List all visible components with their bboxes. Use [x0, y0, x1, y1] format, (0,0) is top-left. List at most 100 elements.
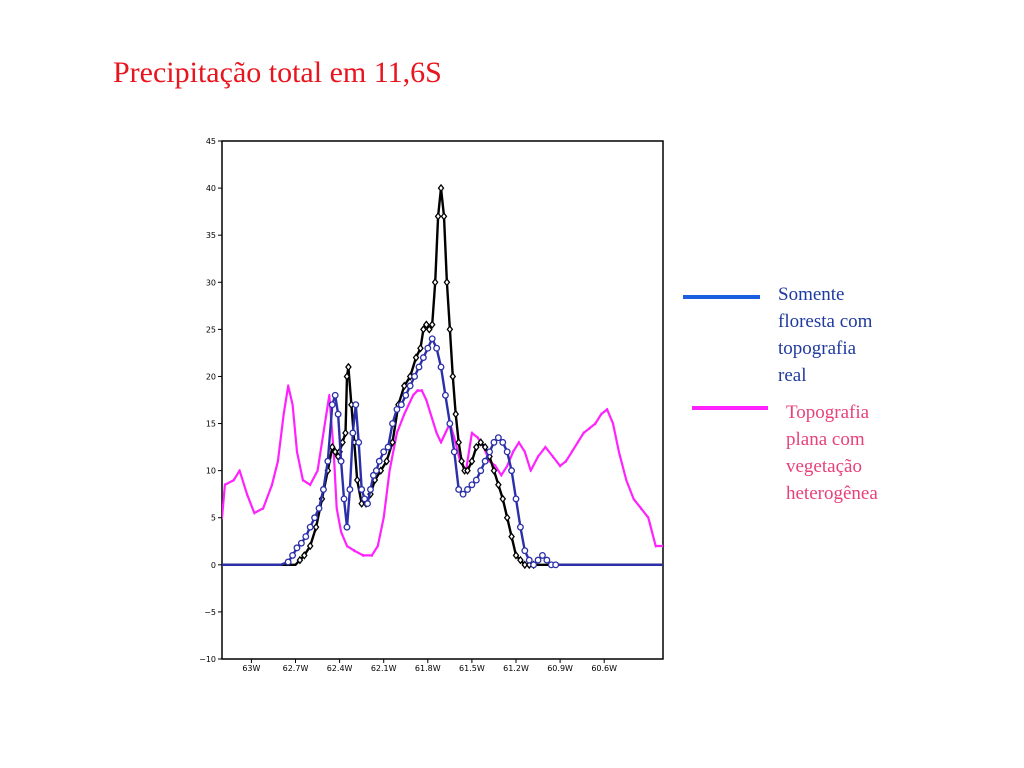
data-point [389, 438, 396, 447]
series-line-2 [222, 337, 663, 566]
data-point [372, 467, 380, 475]
data-point [464, 486, 471, 493]
legend-label-forest: Somente floresta com topografia real [778, 284, 873, 386]
data-point [468, 481, 476, 489]
data-point [499, 438, 507, 446]
data-point [472, 476, 480, 484]
data-point [389, 420, 396, 427]
data-point [517, 555, 524, 565]
data-point [437, 363, 445, 371]
data-point [420, 325, 427, 334]
data-point [508, 467, 516, 475]
data-point [324, 457, 332, 465]
data-point [364, 500, 371, 508]
data-point [423, 320, 430, 329]
data-point [440, 212, 448, 221]
data-point [415, 363, 423, 371]
data-point [349, 429, 357, 437]
data-point [534, 556, 542, 564]
y-tick-label: −5 [204, 608, 216, 617]
data-point [334, 410, 342, 418]
data-point [530, 561, 538, 569]
x-tick-label: 62.7W [283, 664, 309, 673]
data-point [490, 438, 498, 446]
data-point [449, 372, 457, 381]
data-point [458, 456, 465, 466]
data-point [367, 486, 374, 493]
data-point [306, 523, 314, 531]
data-point [499, 494, 507, 504]
y-tick-label: 30 [206, 278, 216, 287]
data-point [328, 442, 336, 452]
data-point [328, 401, 336, 409]
data-point [302, 533, 310, 541]
series-1 [222, 183, 663, 570]
data-point [346, 486, 354, 493]
data-point [539, 551, 546, 559]
data-point [393, 405, 401, 413]
data-point [446, 420, 454, 427]
data-point [319, 486, 327, 493]
data-point [383, 456, 390, 466]
data-point [452, 409, 460, 419]
legend-label-flat: Topografia plana com vegetação heterogên… [786, 402, 878, 504]
data-point [340, 495, 348, 503]
y-tick-label: 20 [206, 372, 216, 381]
series-line-0 [222, 384, 663, 557]
data-point [400, 381, 408, 391]
data-point [352, 401, 360, 409]
data-point [353, 475, 361, 485]
data-point [358, 486, 366, 493]
data-point [455, 486, 463, 493]
data-point [375, 457, 383, 465]
data-point [468, 456, 476, 466]
data-point [464, 466, 471, 475]
series-0 [222, 384, 663, 557]
data-point [503, 448, 511, 456]
data-point [289, 551, 297, 559]
y-tick-label: 40 [206, 184, 216, 193]
data-point [369, 471, 377, 479]
x-tick-label: 62.4W [327, 664, 353, 673]
plot-frame [221, 140, 664, 660]
y-tick-label: 0 [211, 561, 216, 570]
data-point [412, 353, 420, 362]
data-point [525, 556, 533, 564]
data-point [490, 466, 498, 475]
data-point [424, 344, 432, 352]
data-point [433, 344, 441, 352]
data-point [481, 442, 489, 452]
y-tick-label: 15 [206, 420, 216, 429]
data-point [380, 448, 388, 456]
data-point [284, 558, 292, 566]
legend-line-flat [692, 406, 768, 410]
data-point [419, 354, 427, 362]
data-point [552, 561, 560, 569]
data-point [337, 457, 345, 465]
data-point [477, 438, 485, 447]
data-point [343, 523, 351, 531]
y-tick-label: 45 [206, 137, 216, 146]
x-tick-label: 62.1W [371, 664, 397, 673]
data-point [521, 560, 529, 570]
x-tick-label: 61.2W [503, 664, 529, 673]
data-point [402, 391, 410, 399]
y-tick-label: 25 [206, 325, 216, 334]
data-point [503, 513, 511, 522]
data-point [521, 547, 529, 555]
data-point [446, 325, 454, 334]
data-point [512, 495, 520, 503]
data-point [343, 372, 351, 381]
data-point [494, 434, 502, 442]
x-tick-label: 60.6W [591, 664, 617, 673]
data-point [472, 442, 480, 452]
y-tick-label: 35 [206, 231, 216, 240]
data-point [425, 325, 433, 334]
data-point [331, 447, 339, 457]
data-point [384, 443, 392, 451]
data-point [331, 391, 339, 399]
data-point [296, 555, 304, 565]
data-point [361, 495, 369, 503]
data-point [293, 544, 301, 552]
data-point [411, 373, 419, 380]
